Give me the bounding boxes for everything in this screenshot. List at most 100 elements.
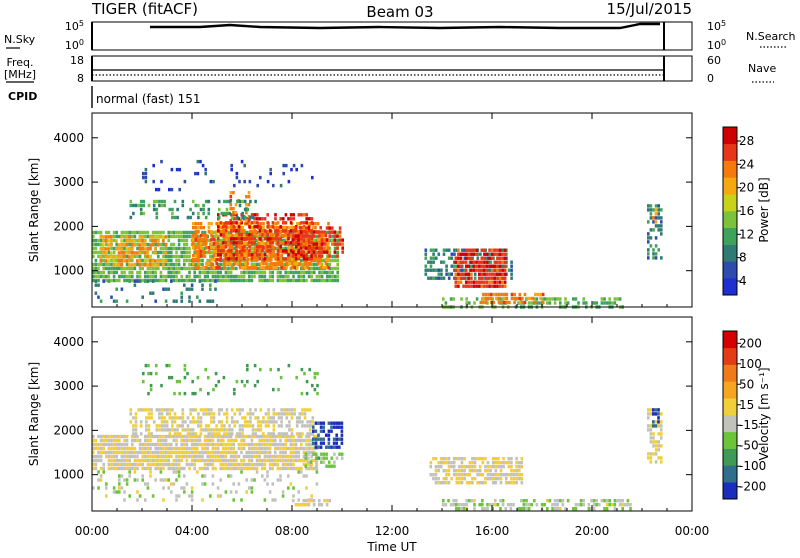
power-cell: [210, 262, 213, 266]
power-cell: [199, 254, 203, 258]
velocity-cell: [320, 460, 323, 464]
power-cell: [196, 159, 200, 164]
power-cell: [501, 280, 504, 284]
power-cell: [167, 246, 170, 251]
velocity-cell: [489, 473, 492, 477]
velocity-cell: [159, 458, 163, 463]
power-cell: [467, 272, 471, 276]
velocity-cell: [517, 469, 521, 473]
velocity-cell: [268, 442, 272, 447]
velocity-cell: [172, 446, 176, 451]
velocity-cell: [263, 498, 267, 502]
nsky-label: N.Sky: [4, 33, 36, 46]
power-cell: [274, 217, 277, 221]
power-cell: [341, 238, 344, 242]
velocity-cell: [660, 420, 663, 424]
velocity-cell: [145, 416, 148, 420]
power-cell: [261, 274, 264, 279]
power-cell: [480, 268, 484, 272]
velocity-cell: [149, 474, 152, 478]
power-cell: [217, 213, 220, 217]
power-cell: [236, 262, 239, 266]
velocity-cell: [229, 490, 233, 494]
velocity-cell: [520, 481, 524, 485]
velocity-cell: [198, 450, 202, 455]
power-cell: [129, 215, 133, 220]
velocity-cell: [468, 499, 471, 503]
velocity-cell: [276, 466, 280, 471]
power-cell: [472, 248, 476, 252]
power-cell: [131, 270, 134, 275]
velocity-cell: [159, 470, 163, 474]
velocity-cell: [225, 420, 229, 424]
velocity-cell: [501, 503, 505, 507]
power-cell: [328, 254, 331, 258]
power-cell: [336, 254, 339, 258]
power-cell: [503, 276, 507, 280]
power-cell: [230, 221, 233, 225]
freq-tick-low: 8: [77, 72, 84, 85]
power-cell: [244, 222, 247, 226]
power-cell: [151, 235, 155, 239]
power-cell: [463, 256, 467, 260]
velocity-cell: [649, 412, 653, 416]
power-cell: [216, 270, 220, 275]
velocity-cell: [253, 466, 256, 471]
power-cell: [233, 234, 237, 238]
power-cell: [214, 274, 217, 279]
velocity-cell: [157, 466, 160, 471]
power-cell: [470, 284, 473, 288]
velocity-colorbar-segment: [723, 465, 737, 483]
power-cell: [460, 248, 464, 252]
power-cell: [109, 235, 113, 239]
velocity-cell: [447, 481, 451, 485]
velocity-cell: [434, 465, 438, 469]
velocity-cell: [248, 434, 251, 439]
velocity-cell: [159, 434, 163, 439]
power-cell: [146, 230, 150, 235]
time-xtick-label: 08:00: [275, 524, 310, 538]
power-cell: [292, 213, 295, 217]
velocity-cell: [300, 434, 303, 439]
velocity-cell: [322, 429, 325, 433]
power-cell: [290, 262, 294, 266]
velocity-cell: [325, 433, 328, 437]
velocity-cell: [219, 478, 222, 482]
power-cell: [251, 215, 255, 220]
power-cell: [197, 226, 200, 230]
velocity-cell: [120, 466, 124, 471]
velocity-cell: [486, 503, 489, 507]
power-cell: [249, 222, 252, 226]
power-cell: [308, 241, 311, 245]
velocity-cell: [201, 474, 204, 478]
velocity-cell: [232, 454, 235, 459]
velocity-cell: [455, 507, 458, 511]
velocity-cell: [445, 457, 448, 461]
velocity-cell: [510, 473, 513, 477]
power-cell: [336, 238, 339, 243]
power-cell: [219, 262, 222, 267]
velocity-cell: [314, 452, 318, 456]
velocity-cell: [120, 458, 124, 463]
power-cell: [94, 242, 98, 247]
velocity-cell: [338, 425, 341, 429]
power-cell: [151, 266, 155, 271]
velocity-cell: [616, 499, 619, 503]
power-cell: [224, 241, 228, 245]
power-cell: [501, 272, 504, 276]
power-cell: [279, 245, 282, 249]
velocity-cell: [175, 379, 179, 384]
velocity-cell: [115, 466, 118, 471]
velocity-cell: [657, 408, 660, 412]
velocity-cell: [242, 446, 246, 451]
velocity-cell: [276, 442, 280, 447]
power-cell: [146, 279, 150, 283]
velocity-cell: [102, 450, 105, 455]
velocity-cell: [207, 412, 211, 416]
power-cell: [210, 234, 213, 238]
velocity-cell: [129, 408, 133, 412]
velocity-cell: [460, 477, 464, 481]
velocity-cell: [328, 499, 331, 503]
velocity-cell: [209, 434, 212, 439]
power-cell: [99, 230, 103, 235]
